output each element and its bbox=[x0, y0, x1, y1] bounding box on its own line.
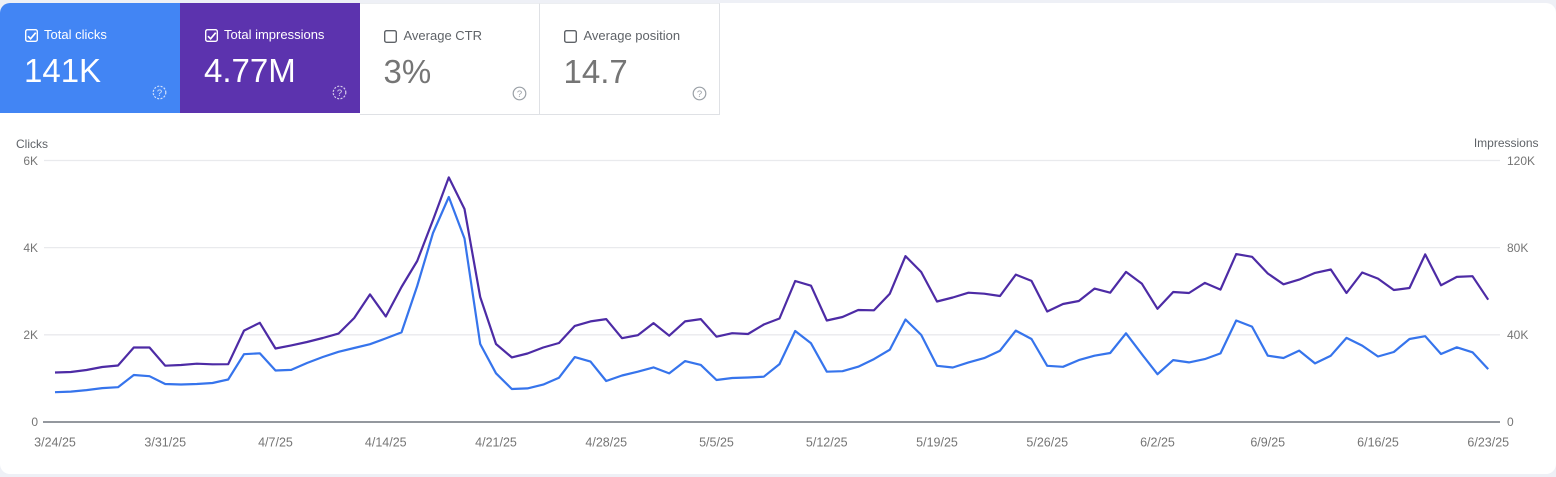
svg-text:?: ? bbox=[696, 89, 701, 100]
svg-text:120K: 120K bbox=[1507, 154, 1535, 168]
svg-text:0: 0 bbox=[31, 415, 38, 429]
svg-text:40K: 40K bbox=[1507, 328, 1528, 342]
svg-text:4/28/25: 4/28/25 bbox=[585, 436, 627, 450]
svg-text:?: ? bbox=[516, 89, 521, 100]
svg-text:4/21/25: 4/21/25 bbox=[475, 436, 517, 450]
svg-text:80K: 80K bbox=[1507, 241, 1528, 255]
svg-text:6/9/25: 6/9/25 bbox=[1250, 436, 1285, 450]
svg-text:6/23/25: 6/23/25 bbox=[1467, 436, 1509, 450]
svg-text:6K: 6K bbox=[23, 154, 38, 168]
svg-text:4/7/25: 4/7/25 bbox=[258, 436, 293, 450]
svg-text:5/12/25: 5/12/25 bbox=[806, 436, 848, 450]
svg-text:6/2/25: 6/2/25 bbox=[1140, 436, 1175, 450]
svg-text:2K: 2K bbox=[23, 328, 38, 342]
svg-text:0: 0 bbox=[1507, 415, 1514, 429]
svg-text:4/14/25: 4/14/25 bbox=[365, 436, 407, 450]
svg-text:?: ? bbox=[157, 88, 162, 99]
svg-text:4K: 4K bbox=[23, 241, 38, 255]
svg-text:Impressions: Impressions bbox=[1474, 136, 1539, 150]
svg-text:3/31/25: 3/31/25 bbox=[144, 436, 186, 450]
svg-text:5/26/25: 5/26/25 bbox=[1026, 436, 1068, 450]
svg-text:Clicks: Clicks bbox=[16, 137, 48, 151]
svg-text:?: ? bbox=[337, 88, 342, 99]
svg-text:3/24/25: 3/24/25 bbox=[34, 436, 76, 450]
svg-text:6/16/25: 6/16/25 bbox=[1357, 436, 1399, 450]
svg-text:5/5/25: 5/5/25 bbox=[699, 436, 734, 450]
svg-text:5/19/25: 5/19/25 bbox=[916, 436, 958, 450]
